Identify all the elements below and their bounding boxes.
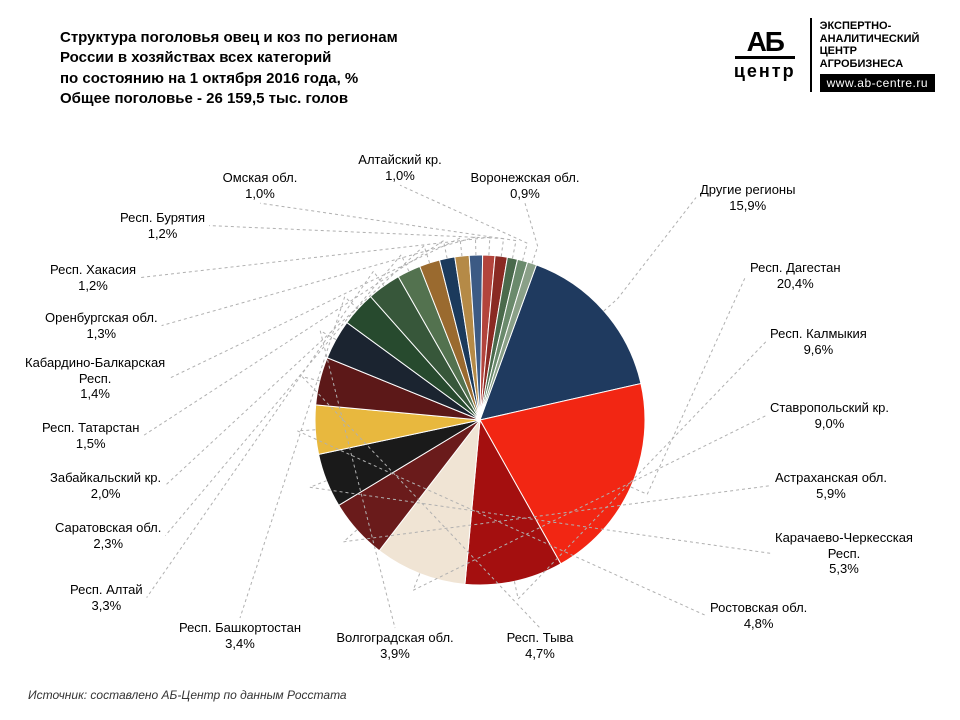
slice-label: Респ. Алтай 3,3% — [70, 582, 143, 613]
slice-label: Респ. Дагестан 20,4% — [750, 260, 841, 291]
slice-label: Другие регионы 15,9% — [700, 182, 795, 213]
leader-line — [631, 276, 746, 495]
slice-label: Респ. Бурятия 1,2% — [120, 210, 205, 241]
leader-line — [604, 198, 696, 311]
slice-label: Забайкальский кр. 2,0% — [50, 470, 161, 501]
leader-line — [525, 203, 538, 263]
slice-label: Ставропольский кр. 9,0% — [770, 400, 889, 431]
slice-label: Ростовская обл. 4,8% — [710, 600, 807, 631]
slice-label: Воронежская обл. 0,9% — [471, 170, 580, 201]
slice-label: Респ. Башкортостан 3,4% — [179, 620, 301, 651]
slice-label: Алтайский кр. 1,0% — [358, 152, 441, 183]
leader-line — [260, 203, 516, 258]
slice-label: Респ. Тыва 4,7% — [507, 630, 574, 661]
slice-label: Астраханская обл. 5,9% — [775, 470, 887, 501]
slice-label: Респ. Хакасия 1,2% — [50, 262, 136, 293]
slice-label: Оренбургская обл. 1,3% — [45, 310, 158, 341]
slice-label: Респ. Калмыкия 9,6% — [770, 326, 867, 357]
source-text: Источник: составлено АБ-Центр по данным … — [28, 688, 347, 702]
slice-label: Карачаево-Черкесская Респ. 5,3% — [775, 530, 913, 577]
slice-label: Саратовская обл. 2,3% — [55, 520, 161, 551]
slice-label: Волгоградская обл. 3,9% — [336, 630, 453, 661]
slice-label: Омская обл. 1,0% — [223, 170, 298, 201]
slice-label: Респ. Татарстан 1,5% — [42, 420, 139, 451]
slice-label: Кабардино-Балкарская Респ. 1,4% — [25, 355, 165, 402]
